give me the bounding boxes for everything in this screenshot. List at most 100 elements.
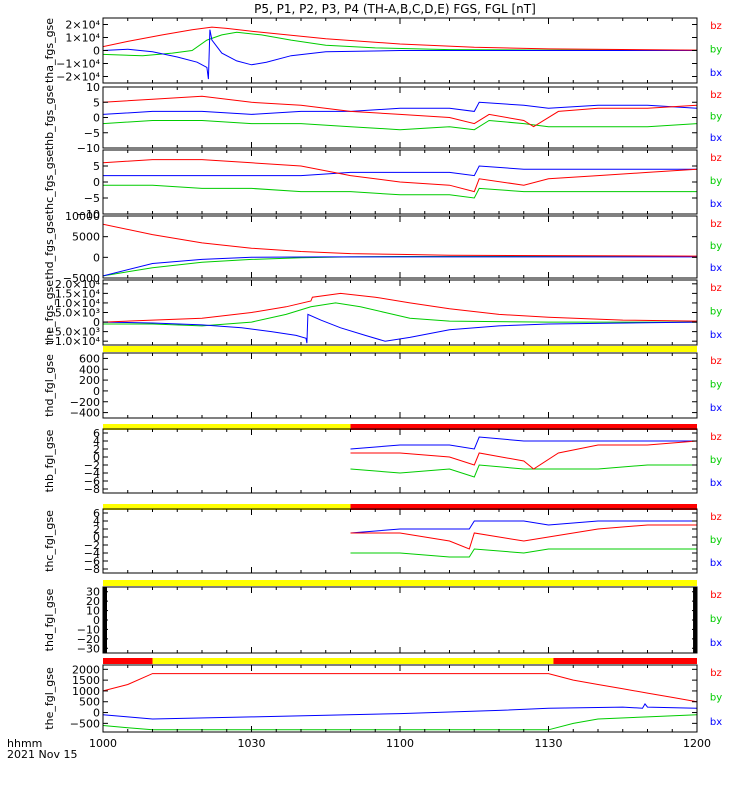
series-bx-line [103, 29, 697, 80]
y-tick-label: −20 [77, 633, 100, 646]
y-tick-label: −1×10⁴ [56, 58, 100, 71]
y-tick-label: 2000 [72, 663, 100, 676]
y-tick-label: −500 [70, 717, 100, 730]
y-tick-label: 0 [93, 451, 100, 464]
y-axis-label: thd_fgl_gse [43, 354, 56, 417]
legend-bz: bz [710, 90, 722, 101]
status-bar-segment-2 [350, 504, 697, 510]
series-bx-line [103, 313, 697, 344]
y-tick-label: −30 [77, 642, 100, 655]
y-tick-label: 1000 [72, 685, 100, 698]
y-tick-label: 2.0×10⁴ [55, 278, 101, 291]
y-axis-label: thc_fgl_gse [43, 510, 56, 572]
y-tick-label: −200 [70, 396, 100, 409]
status-bar-segment-3 [553, 658, 697, 664]
legend-bz: bz [710, 283, 722, 294]
series-bz-line [350, 440, 697, 470]
series-bx-line [103, 256, 697, 277]
panel-frame [102, 215, 698, 279]
series-by-line [350, 464, 697, 478]
series-by-line [103, 31, 697, 57]
y-tick-label: −8 [84, 483, 100, 496]
y-tick-label: 5.0×10³ [55, 307, 100, 320]
legend-bx: bx [710, 638, 722, 649]
y-tick-label: 5 [93, 96, 100, 109]
legend-bx: bx [710, 558, 722, 569]
legend-bz: bz [710, 668, 722, 679]
series-bz-line [103, 95, 697, 128]
y-tick-label: 1.0×10⁴ [55, 297, 101, 310]
series-bx-line [350, 436, 697, 450]
legend-bx: bx [710, 478, 722, 489]
y-tick-label: −5 [84, 127, 100, 140]
y-tick-label: −10 [77, 623, 100, 636]
status-bar-segment-1 [103, 658, 153, 664]
x-tick-label: 1000 [89, 737, 117, 750]
legend-by: by [710, 693, 722, 704]
legend-bx: bx [710, 133, 722, 144]
x-tick-label: 1200 [683, 737, 711, 750]
y-tick-label: −1.0×10⁴ [46, 335, 101, 348]
y-tick-label: 5 [93, 160, 100, 173]
legend-bz: bz [710, 432, 722, 443]
footer-date: 2021 Nov 15 [7, 748, 77, 761]
legend-bx: bx [710, 403, 722, 414]
y-axis-label: thd_fgs_gse [43, 214, 56, 280]
y-tick-label: 10 [86, 81, 100, 94]
legend-by: by [710, 307, 722, 318]
y-axis-label: the_fgs_gse [43, 280, 56, 345]
series-bz-line [350, 524, 697, 550]
y-tick-label: −4 [84, 467, 100, 480]
series-bz-line [103, 292, 697, 323]
y-tick-label: −4 [84, 547, 100, 560]
legend-bx: bx [710, 717, 722, 728]
y-tick-label: 2 [93, 523, 100, 536]
status-bar-segment-1 [103, 580, 697, 586]
panel-5: 2.0×10⁴1.5×10⁴1.0×10⁴5.0×10³0−5.0×10³−1.… [43, 278, 722, 348]
status-bar-segment-1 [103, 504, 351, 510]
panel-4: 10000 5000 0 −5000 thd_fgs_gse bz by bx [43, 210, 722, 285]
series-bz-line [103, 159, 697, 193]
y-tick-label: 0 [93, 316, 100, 329]
y-tick-label: −6 [84, 475, 100, 488]
series-by-line [350, 548, 697, 558]
y-tick-label: 0 [93, 531, 100, 544]
legend-bx: bx [710, 263, 722, 274]
legend-by: by [710, 614, 722, 625]
y-tick-label: 200 [79, 374, 100, 387]
legend-bx: bx [710, 199, 722, 210]
y-tick-label: −8 [84, 563, 100, 576]
panel-2: 10 5 0 −5 −10 thb_fgs_gse bz by bx [43, 81, 722, 155]
legend-by: by [710, 535, 722, 546]
y-tick-label: 600 [79, 352, 100, 365]
y-tick-label: 0 [93, 45, 100, 58]
x-axis: 1000 1030 1100 1130 1200 [89, 18, 711, 750]
y-tick-label: 10000 [65, 210, 100, 223]
legend-bz: bz [710, 590, 722, 601]
y-tick-label: 5000 [72, 231, 100, 244]
status-bar-segment-2 [350, 424, 697, 430]
series-bx-line [103, 165, 697, 177]
legend-by: by [710, 241, 722, 252]
y-tick-label: −10 [77, 208, 100, 221]
y-axis-label: thd_fgl_gse [43, 588, 56, 651]
panel-frame [102, 664, 698, 733]
y-tick-label: −2 [84, 539, 100, 552]
chart-title: P5, P1, P2, P3, P4 (TH-A,B,C,D,E) FGS, F… [254, 2, 536, 16]
y-axis-label: tha_fgs_gse [43, 18, 56, 83]
y-tick-label: 6 [93, 507, 100, 520]
series-bx-line [103, 101, 697, 115]
series-bz-line [103, 26, 697, 51]
y-tick-label: −6 [84, 555, 100, 568]
series-by-line [103, 184, 697, 199]
status-bar-segment-1 [103, 424, 351, 430]
y-tick-label: −5 [84, 192, 100, 205]
y-tick-label: 1×10⁴ [65, 32, 100, 45]
series-bx-line [103, 703, 697, 720]
y-tick-label: −400 [70, 407, 100, 420]
